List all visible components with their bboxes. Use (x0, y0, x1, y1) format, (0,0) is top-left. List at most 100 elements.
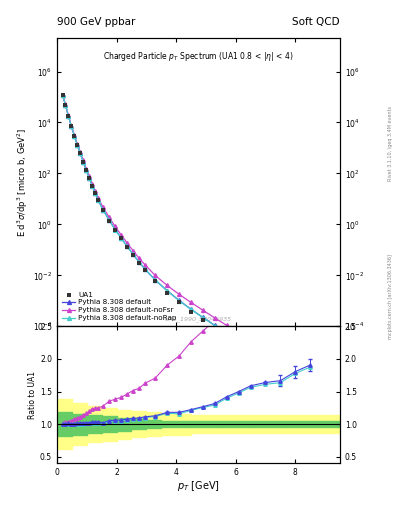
Pythia 8.308 default (308, 379, 312, 386)
Pythia 8.308 default (78, 150, 83, 156)
Pythia 8.308 default-noFsr (107, 214, 112, 220)
Pythia 8.308 default-noRap (87, 175, 92, 181)
Pythia 8.308 default-noFsr (75, 141, 80, 147)
Pythia 8.308 default-noRap (63, 101, 68, 108)
Pythia 8.308 default (293, 371, 298, 377)
Pythia 8.308 default-noRap (107, 217, 112, 223)
Pythia 8.308 default-noFsr (69, 122, 73, 129)
Pythia 8.308 default-noRap (224, 330, 229, 336)
UA1 (68, 122, 74, 130)
Pythia 8.308 default (136, 259, 141, 265)
UA1 (95, 196, 101, 204)
UA1 (65, 112, 72, 120)
Text: UA1_1990_S2044935: UA1_1990_S2044935 (165, 316, 232, 322)
Pythia 8.308 default-noFsr (143, 262, 147, 268)
Pythia 8.308 default (119, 234, 123, 241)
Pythia 8.308 default-noFsr (213, 315, 217, 321)
Pythia 8.308 default-noRap (248, 346, 253, 352)
UA1 (263, 359, 269, 367)
Pythia 8.308 default (63, 101, 68, 108)
Pythia 8.308 default (130, 251, 135, 257)
Pythia 8.308 default-noRap (236, 338, 241, 344)
Pythia 8.308 default-noFsr (153, 272, 158, 279)
Pythia 8.308 default-noFsr (263, 346, 268, 352)
Pythia 8.308 default-noRap (165, 288, 169, 294)
UA1 (124, 243, 130, 251)
Pythia 8.308 default-noRap (60, 92, 65, 98)
Pythia 8.308 default (75, 142, 80, 148)
Pythia 8.308 default-noRap (263, 355, 268, 361)
UA1 (71, 132, 77, 140)
Text: mcplots.cern.ch [arXiv:1306.3436]: mcplots.cern.ch [arXiv:1306.3436] (388, 254, 393, 339)
UA1 (86, 174, 92, 182)
UA1 (77, 150, 83, 158)
UA1 (62, 100, 68, 109)
Pythia 8.308 default-noFsr (72, 132, 77, 138)
Pythia 8.308 default-noRap (136, 259, 141, 265)
UA1 (307, 386, 313, 394)
Pythia 8.308 default-noRap (278, 363, 283, 369)
Pythia 8.308 default-noFsr (93, 188, 97, 194)
Pythia 8.308 default (143, 266, 147, 272)
Pythia 8.308 default (72, 133, 77, 139)
UA1 (248, 350, 254, 358)
Pythia 8.308 default-noRap (78, 150, 83, 156)
Text: Charged Particle $p_T$ Spectrum (UA1 0.8 < |$\eta$| < 4): Charged Particle $p_T$ Spectrum (UA1 0.8… (103, 50, 294, 63)
UA1 (106, 217, 112, 225)
Pythia 8.308 default (200, 314, 205, 321)
Pythia 8.308 default-noFsr (66, 112, 71, 118)
Pythia 8.308 default-noRap (189, 306, 193, 312)
Pythia 8.308 default (101, 207, 105, 213)
UA1 (74, 141, 81, 149)
Pythia 8.308 default-noRap (81, 159, 86, 165)
Pythia 8.308 default-noFsr (177, 291, 182, 297)
Pythia 8.308 default-noRap (90, 183, 94, 189)
Pythia 8.308 default-noFsr (293, 361, 298, 368)
Pythia 8.308 default-noFsr (130, 247, 135, 253)
Pythia 8.308 default-noFsr (200, 307, 205, 313)
UA1 (80, 158, 86, 166)
Pythia 8.308 default-noFsr (90, 181, 94, 187)
Pythia 8.308 default-noFsr (248, 337, 253, 343)
Pythia 8.308 default-noRap (75, 142, 80, 148)
Pythia 8.308 default-noRap (293, 371, 298, 377)
Pythia 8.308 default (60, 92, 65, 98)
UA1 (83, 166, 89, 175)
Y-axis label: Ratio to UA1: Ratio to UA1 (28, 371, 37, 419)
UA1 (188, 307, 194, 315)
Pythia 8.308 default-noFsr (78, 149, 83, 155)
UA1 (89, 182, 95, 190)
Pythia 8.308 default-noRap (308, 380, 312, 386)
Pythia 8.308 default-noFsr (125, 240, 129, 246)
Pythia 8.308 default-noRap (113, 226, 118, 232)
Pythia 8.308 default-noFsr (236, 330, 241, 336)
Y-axis label: E d$^3\sigma$/dp$^3$ [micro b, GeV$^2$]: E d$^3\sigma$/dp$^3$ [micro b, GeV$^2$] (16, 128, 30, 237)
Pythia 8.308 default-noFsr (60, 92, 65, 98)
Pythia 8.308 default (248, 346, 253, 352)
Pythia 8.308 default-noFsr (101, 204, 105, 210)
Pythia 8.308 default (189, 306, 193, 312)
Line: Pythia 8.308 default-noRap: Pythia 8.308 default-noRap (61, 93, 312, 385)
Pythia 8.308 default-noRap (213, 323, 217, 329)
Pythia 8.308 default-noRap (200, 314, 205, 321)
UA1 (164, 288, 170, 296)
UA1 (112, 226, 118, 234)
Legend: UA1, Pythia 8.308 default, Pythia 8.308 default-noFsr, Pythia 8.308 default-noRa: UA1, Pythia 8.308 default, Pythia 8.308 … (61, 290, 178, 323)
UA1 (212, 325, 218, 333)
UA1 (277, 368, 283, 376)
Pythia 8.308 default-noRap (66, 113, 71, 119)
Pythia 8.308 default (107, 217, 112, 223)
Pythia 8.308 default-noFsr (278, 354, 283, 360)
UA1 (92, 189, 98, 198)
Pythia 8.308 default (153, 277, 158, 283)
UA1 (59, 91, 66, 99)
UA1 (100, 206, 106, 215)
Pythia 8.308 default (224, 330, 229, 336)
Pythia 8.308 default (263, 354, 268, 360)
Line: Pythia 8.308 default: Pythia 8.308 default (61, 93, 312, 385)
Pythia 8.308 default (69, 123, 73, 129)
Pythia 8.308 default-noFsr (84, 165, 88, 172)
Line: Pythia 8.308 default-noFsr: Pythia 8.308 default-noFsr (61, 93, 312, 375)
Pythia 8.308 default-noRap (96, 197, 101, 203)
UA1 (130, 251, 136, 259)
